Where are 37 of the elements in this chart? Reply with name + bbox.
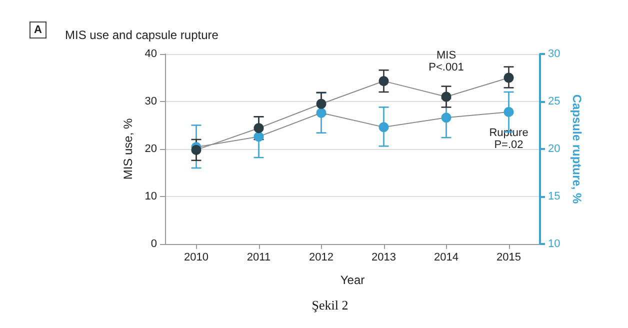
chart-title: MIS use and capsule rupture — [65, 28, 219, 42]
y-tick-label: 10 — [144, 190, 157, 202]
x-tick-label: 2011 — [246, 252, 271, 264]
point — [191, 144, 202, 155]
annotation: P=.02 — [494, 139, 524, 152]
y2-tick-label: 25 — [548, 96, 560, 108]
point — [378, 122, 389, 132]
text: A — [34, 24, 42, 36]
point — [316, 98, 326, 109]
text: MIS — [436, 50, 456, 62]
x-tick-label: 2013 — [372, 252, 396, 264]
annotation: P<.001 — [428, 62, 464, 74]
point — [378, 76, 389, 86]
y2-tick-label: 15 — [548, 190, 560, 202]
y2-tick-label: 20 — [548, 143, 560, 155]
x-tick-label: 2014 — [434, 252, 458, 264]
point — [254, 123, 264, 134]
x-tick-label: 2015 — [496, 252, 521, 264]
point — [254, 132, 264, 142]
y-axis-title: MIS use, % — [120, 118, 135, 180]
y2-tick-label: 30 — [548, 48, 560, 60]
y2-tick-label: 10 — [548, 238, 560, 250]
series-label: Rupture — [489, 127, 528, 140]
y-tick-label: 30 — [144, 96, 157, 108]
point — [316, 108, 326, 118]
point — [441, 112, 452, 123]
y-tick-label: 40 — [144, 48, 157, 60]
y-tick-label: 0 — [150, 238, 157, 250]
x-tick-label: 2010 — [184, 252, 208, 264]
y2-axis-title: Capsule rupture, % — [570, 94, 584, 204]
text: Şekil 2 — [312, 298, 348, 312]
x-tick-label: 2012 — [309, 252, 334, 264]
point — [504, 106, 514, 117]
point — [441, 92, 452, 102]
y-tick-label: 20 — [144, 143, 157, 155]
point — [504, 72, 514, 83]
x-axis-title: Year — [340, 273, 365, 287]
